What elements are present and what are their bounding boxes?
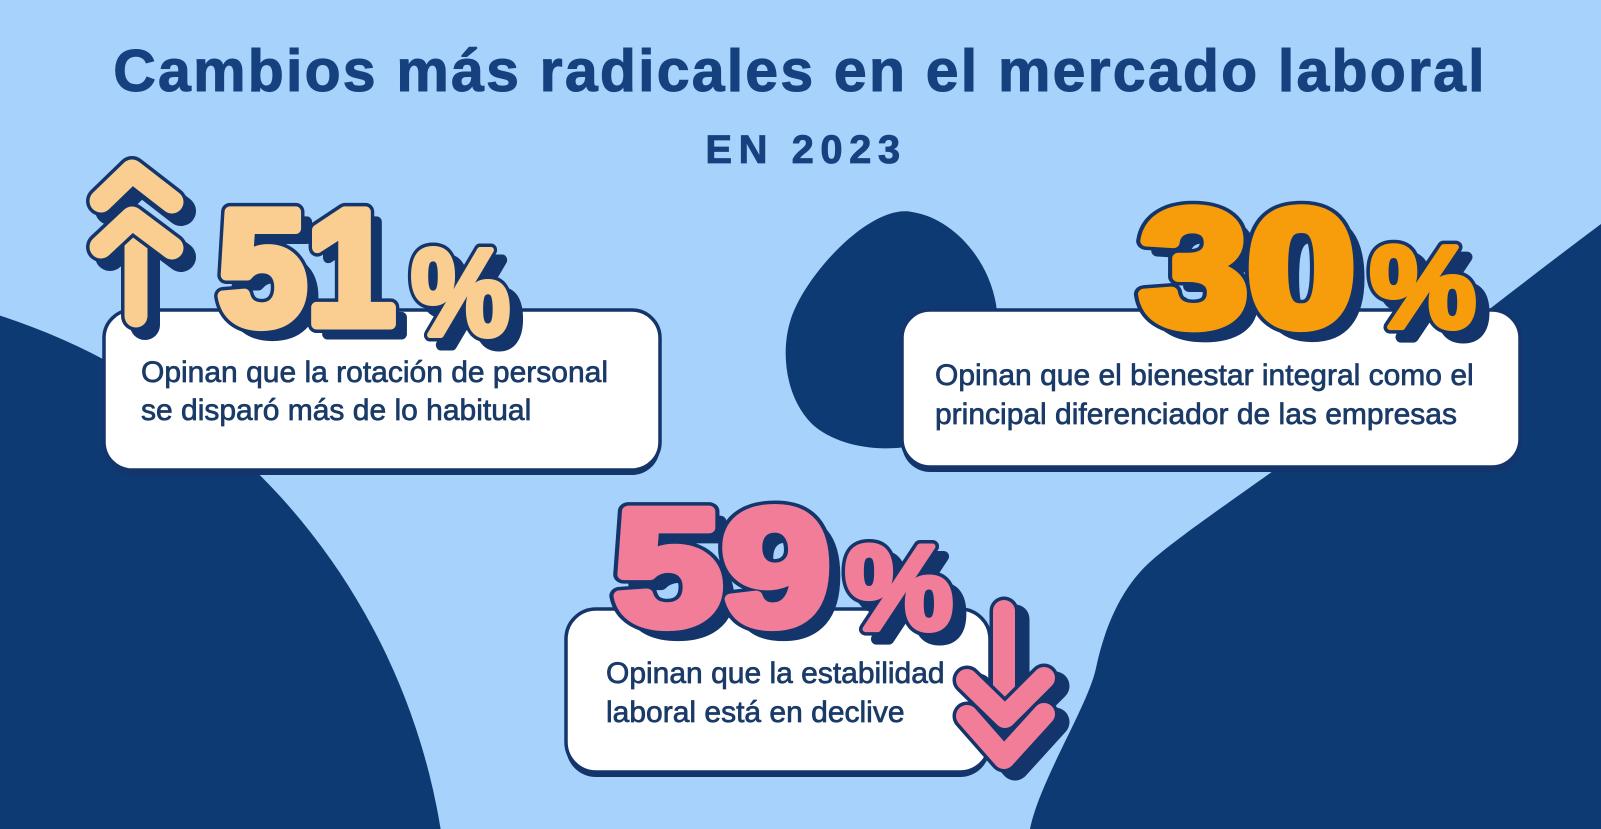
svg-text:Opinan que la estabilidad: Opinan que la estabilidad: [606, 657, 945, 690]
svg-text:principal diferenciador de las: principal diferenciador de las empresas: [935, 398, 1457, 431]
svg-text:%: %: [411, 225, 510, 362]
svg-text:59: 59: [614, 476, 830, 659]
svg-text:30: 30: [1151, 186, 1366, 370]
svg-text:51: 51: [218, 176, 395, 359]
svg-text:se disparó más de lo habitual: se disparó más de lo habitual: [141, 394, 531, 427]
svg-text:59: 59: [614, 476, 830, 659]
svg-text:%: %: [1370, 222, 1476, 352]
svg-text:%: %: [1370, 222, 1476, 352]
svg-text:59: 59: [625, 486, 841, 669]
svg-text:%: %: [845, 521, 953, 655]
svg-text:Cambios más radicales en el me: Cambios más radicales en el mercado labo…: [113, 38, 1487, 104]
svg-text:51: 51: [218, 176, 395, 359]
svg-text:Opinan que el bienestar integr: Opinan que el bienestar integral como el: [935, 359, 1474, 392]
svg-text:30: 30: [1140, 176, 1355, 360]
svg-text:Opinan que la rotación de pers: Opinan que la rotación de personal: [141, 356, 608, 389]
svg-text:laboral está en declive: laboral está en declive: [606, 696, 905, 729]
svg-text:%: %: [411, 225, 510, 362]
svg-text:%: %: [856, 531, 964, 665]
svg-text:51: 51: [229, 186, 406, 369]
svg-text:EN 2023: EN 2023: [705, 128, 906, 172]
svg-text:%: %: [845, 521, 953, 655]
svg-text:30: 30: [1140, 176, 1355, 360]
svg-text:%: %: [1381, 232, 1487, 362]
svg-text:%: %: [422, 235, 521, 372]
